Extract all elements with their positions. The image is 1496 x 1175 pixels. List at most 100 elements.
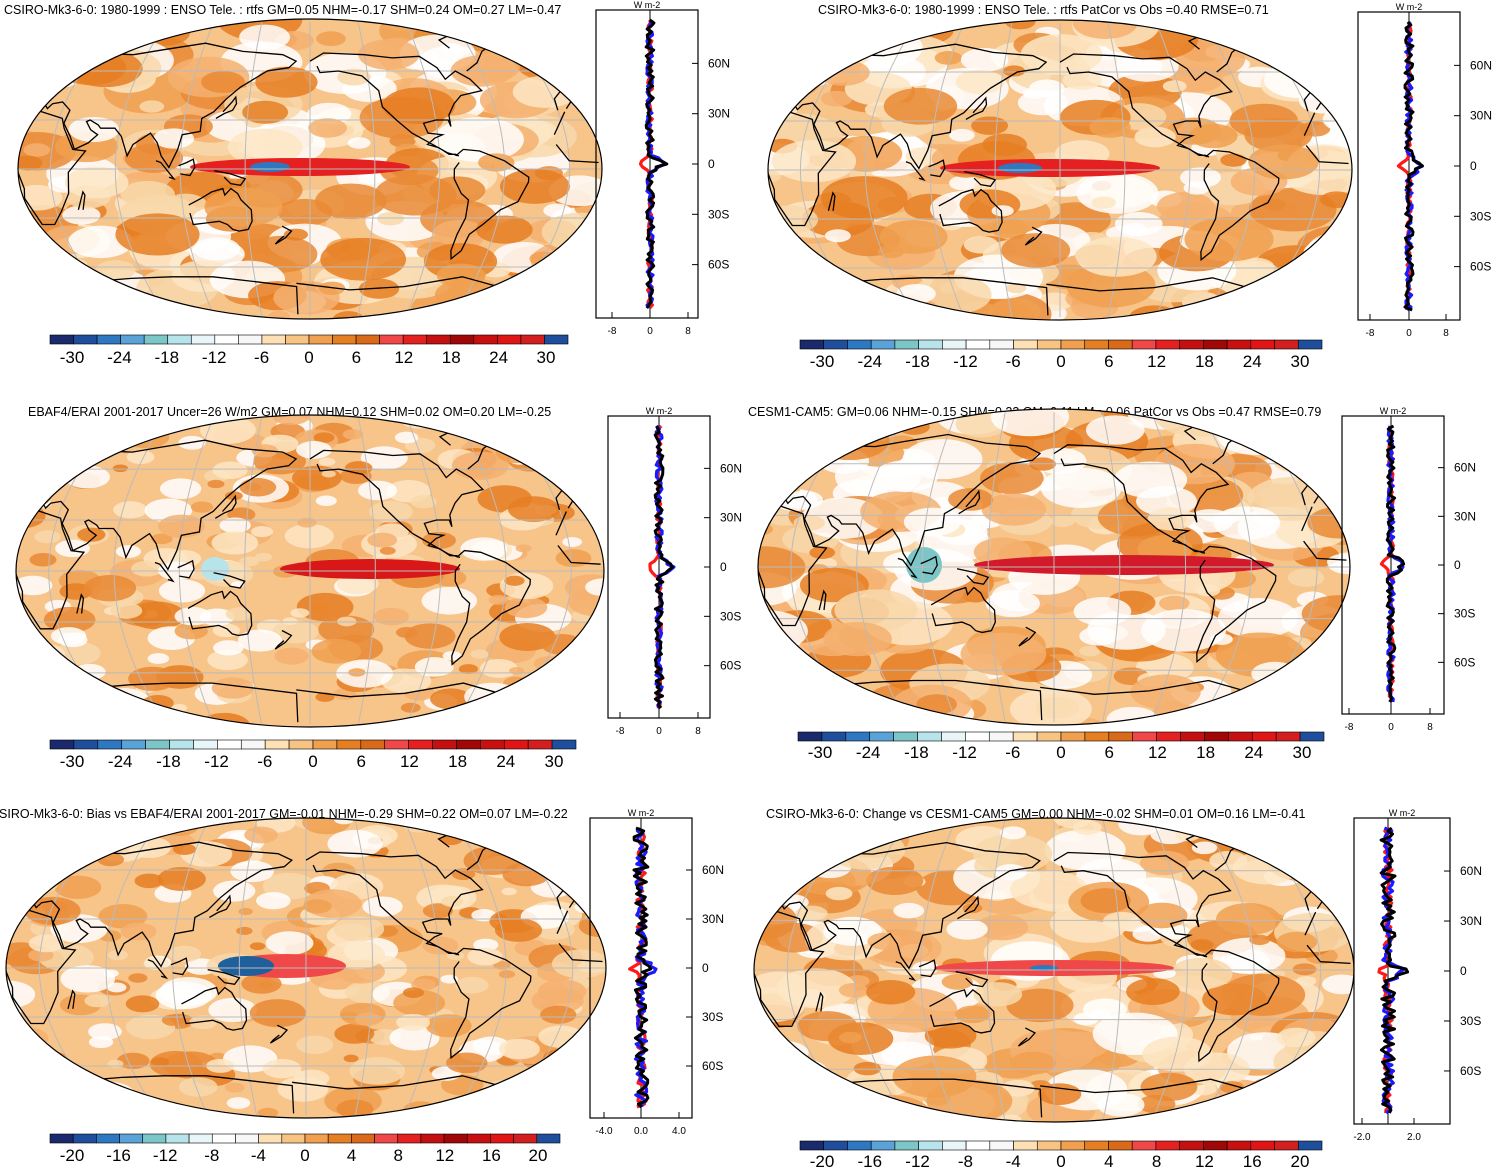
field-patch <box>903 507 961 537</box>
field-patch <box>60 833 92 849</box>
colorbar-swatch <box>1274 1140 1299 1151</box>
colorbar-swatch <box>797 731 823 742</box>
colorbar-swatch <box>1108 731 1134 742</box>
field-patch <box>768 267 792 281</box>
meridian-line <box>929 22 965 318</box>
field-patch <box>54 286 137 319</box>
colorbar: -20 -16 -12 -8 -4 0 4 8 12 16 20 <box>799 1140 1323 1171</box>
colorbar-label: -8 <box>958 1152 973 1171</box>
field-patch <box>1169 957 1233 990</box>
field-patch <box>464 682 521 711</box>
field-patch <box>164 193 207 215</box>
field-patch <box>1248 144 1319 180</box>
colorbar-label: -12 <box>204 752 229 771</box>
colorbar-label: -24 <box>107 348 132 367</box>
meridian-line <box>238 820 258 1116</box>
field-patch <box>327 829 383 858</box>
field-patch <box>973 982 1023 1007</box>
meridian-line <box>1102 820 1122 1120</box>
field-patch <box>892 1055 977 1098</box>
field-patch <box>866 979 916 1005</box>
panel-graphics: W m-2 60N 30N 0 30S 60S -8 0 8 -30 -24 -18 -12 -6 0 6 12… <box>757 406 1476 762</box>
field-patch <box>1253 411 1291 430</box>
field-patch <box>73 663 106 680</box>
field-patch <box>1324 295 1352 316</box>
field-patch <box>18 93 44 117</box>
colorbar-swatch <box>264 739 290 750</box>
field-patch <box>83 574 137 602</box>
field-patch <box>16 448 50 474</box>
field-patch <box>77 527 106 542</box>
field-patch <box>396 1013 431 1031</box>
colorbar-swatch <box>466 1133 491 1144</box>
meridian-line <box>453 21 506 317</box>
panel-title: CSIRO-Mk3-6-0: Change vs CESM1-CAM5 GM=0… <box>766 807 1306 821</box>
field-patch <box>1080 888 1131 914</box>
field-patch <box>768 311 801 320</box>
field-patch <box>1290 818 1354 848</box>
field-patch <box>981 493 1047 526</box>
colorbar-swatch <box>402 334 428 345</box>
colorbar-swatch <box>142 1133 167 1144</box>
field-patch <box>1301 595 1350 633</box>
field-patch <box>773 281 851 320</box>
colorbar-label: 24 <box>1244 743 1263 762</box>
coastline <box>154 561 175 583</box>
meridian-line <box>354 820 374 1116</box>
lat-label: 30N <box>702 912 724 926</box>
field-patch <box>18 281 50 301</box>
field-patch <box>844 409 923 434</box>
field-patch <box>1037 1083 1082 1105</box>
colorbar-swatch <box>240 739 266 750</box>
field-patch <box>785 822 813 836</box>
field-patch <box>855 1102 913 1122</box>
field-patch <box>501 887 517 896</box>
field-patch <box>37 425 54 434</box>
meridian-line <box>114 21 167 317</box>
field-patch <box>249 942 266 951</box>
field-patch <box>88 1035 114 1049</box>
map-border <box>767 19 1353 321</box>
field-patch <box>476 215 533 244</box>
field-patch <box>836 288 899 320</box>
field-patch <box>23 143 51 157</box>
field-patch <box>823 621 892 657</box>
field-patch <box>1097 1092 1145 1117</box>
field-patch <box>1249 187 1337 232</box>
meridian-line <box>1152 820 1188 1120</box>
field-patch <box>576 271 602 296</box>
colorbar-swatch <box>544 334 569 345</box>
field-patch <box>562 537 583 547</box>
field-patch <box>988 298 1041 320</box>
field-patch <box>898 419 930 435</box>
field-patch <box>318 457 336 466</box>
field-patch <box>776 300 816 320</box>
field-patch <box>155 981 212 1010</box>
colorbar-swatch <box>1155 339 1180 350</box>
field-patch <box>754 987 806 1023</box>
field-patch <box>1291 848 1345 875</box>
field-patch <box>539 456 585 480</box>
field-patch <box>960 632 1047 676</box>
colorbar-swatch <box>497 334 522 345</box>
field-patch <box>414 818 466 832</box>
coastline <box>758 502 1347 627</box>
field-patch <box>565 467 588 479</box>
field-patch <box>1091 196 1116 209</box>
field-patch <box>69 275 107 295</box>
field-patch <box>971 116 1009 135</box>
field-patch <box>544 869 559 877</box>
field-patch <box>358 39 420 70</box>
colorbar-swatch <box>1297 339 1323 350</box>
field-patch <box>1190 1082 1217 1096</box>
field-patch <box>839 1031 862 1044</box>
field-patch <box>1262 23 1296 40</box>
field-patch <box>28 934 65 953</box>
zonal-mean-black-line <box>644 18 669 309</box>
field-patch <box>588 421 604 430</box>
field-patch <box>58 258 88 273</box>
field-patch <box>820 176 908 220</box>
colorbar-label: -30 <box>60 348 85 367</box>
field-patch <box>771 1058 829 1087</box>
